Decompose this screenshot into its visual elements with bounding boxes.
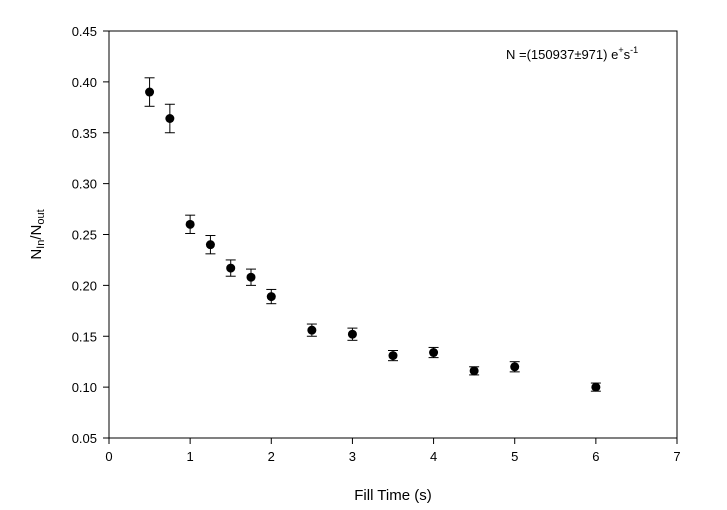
data-point-9 bbox=[388, 349, 398, 362]
plot-axes bbox=[108, 30, 678, 439]
plot-frame bbox=[108, 30, 678, 439]
data-point-0 bbox=[144, 77, 155, 107]
y-axis-sep: /N bbox=[28, 225, 45, 240]
data-point-5 bbox=[246, 268, 256, 286]
y-axis-num-sub: In bbox=[35, 240, 47, 249]
marker-12 bbox=[510, 362, 520, 372]
x-tick-label-4: 4 bbox=[430, 449, 437, 464]
data-point-4 bbox=[225, 259, 236, 277]
marker-1 bbox=[165, 114, 175, 124]
data-point-2 bbox=[185, 214, 196, 234]
data-point-6 bbox=[266, 288, 277, 305]
annotation-prefix: N =(150937 bbox=[506, 47, 574, 62]
x-tick-label-0: 0 bbox=[105, 449, 112, 464]
annotation-err: 971) e bbox=[581, 47, 618, 62]
marker-7 bbox=[307, 325, 317, 335]
data-point-10 bbox=[428, 346, 439, 359]
y-tick-label-3: 0.20 bbox=[72, 278, 97, 293]
x-tick-label-3: 3 bbox=[349, 449, 356, 464]
marker-0 bbox=[145, 87, 155, 97]
y-tick-label-5: 0.30 bbox=[72, 177, 97, 192]
data-point-11 bbox=[469, 366, 480, 376]
y-axis-den-sub: out bbox=[35, 209, 47, 224]
y-tick-label-0: 0.05 bbox=[72, 431, 97, 446]
data-point-3 bbox=[205, 235, 216, 255]
y-tick-label-1: 0.10 bbox=[72, 380, 97, 395]
marker-11 bbox=[469, 366, 479, 376]
y-tick-label-2: 0.15 bbox=[72, 329, 97, 344]
x-tick-label-1: 1 bbox=[187, 449, 194, 464]
tick-labels: 0 1 2 3 4 5 6 7 0.05 0.10 0.15 0.20 0.25 0.30 0.35 0.40… bbox=[72, 24, 681, 464]
marker-5 bbox=[246, 272, 256, 282]
y-axis-title: NIn/Nout bbox=[28, 209, 47, 259]
x-axis-title: Fill Time (s) bbox=[354, 487, 432, 504]
y-tick-label-7: 0.40 bbox=[72, 75, 97, 90]
annotation-sup1: + bbox=[618, 45, 623, 55]
marker-6 bbox=[266, 292, 276, 302]
data-point-1 bbox=[164, 103, 175, 134]
annotation-mid: s bbox=[624, 47, 631, 62]
data-point-7 bbox=[306, 323, 317, 337]
annotation-pm: ± bbox=[574, 47, 581, 62]
data-point-13 bbox=[590, 382, 601, 392]
y-tick-label-4: 0.25 bbox=[72, 228, 97, 243]
x-tick-label-7: 7 bbox=[673, 449, 680, 464]
annotation-text: N =(150937±971) e+s-1 bbox=[506, 45, 638, 62]
marker-2 bbox=[185, 219, 195, 229]
x-tick-label-5: 5 bbox=[511, 449, 518, 464]
data-point-12 bbox=[509, 361, 520, 373]
annotation-sup2: -1 bbox=[630, 45, 638, 55]
marker-4 bbox=[226, 263, 236, 273]
x-tick-label-6: 6 bbox=[592, 449, 599, 464]
marker-8 bbox=[347, 329, 357, 339]
y-axis-base: N bbox=[28, 249, 45, 260]
data-points bbox=[144, 77, 601, 392]
y-tick-label-6: 0.35 bbox=[72, 126, 97, 141]
marker-13 bbox=[591, 382, 601, 392]
marker-9 bbox=[388, 351, 398, 361]
marker-3 bbox=[205, 240, 215, 250]
tick-marks bbox=[103, 30, 678, 444]
x-tick-label-2: 2 bbox=[268, 449, 275, 464]
y-tick-label-8: 0.45 bbox=[72, 24, 97, 39]
marker-10 bbox=[429, 348, 439, 358]
data-point-8 bbox=[347, 327, 358, 341]
